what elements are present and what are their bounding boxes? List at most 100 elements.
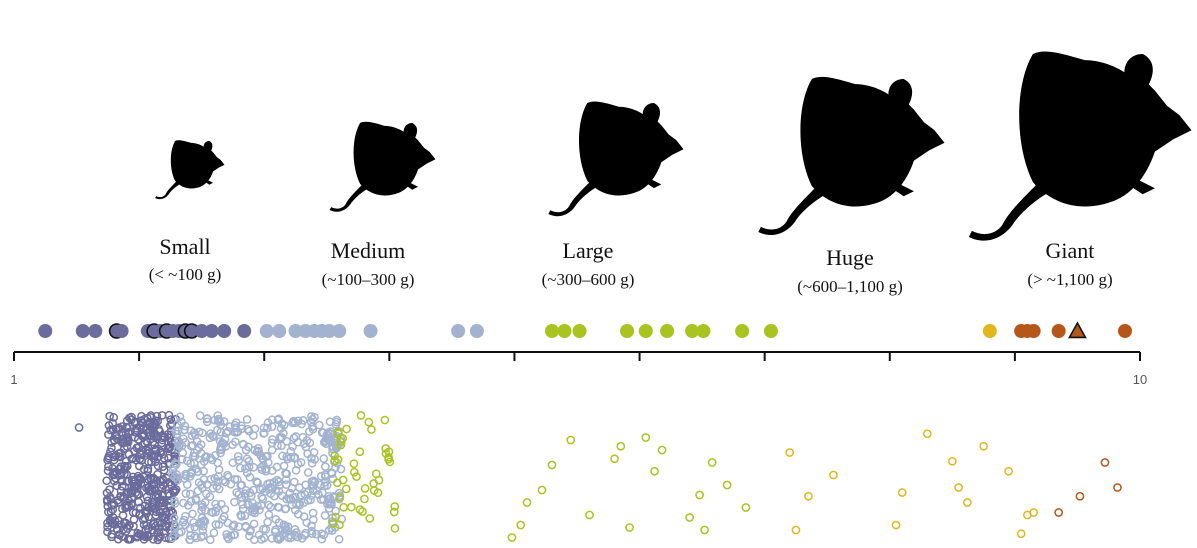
top-point (1026, 324, 1041, 338)
bottom-point (168, 533, 177, 543)
top-point (88, 324, 103, 338)
bottom-point (181, 489, 191, 498)
bottom-point (307, 529, 317, 539)
bottom-point (186, 458, 195, 468)
bottom-point (1004, 466, 1013, 476)
bottom-point (110, 435, 119, 445)
bottom-point (325, 498, 335, 508)
bottom-point (537, 485, 547, 495)
bottom-point (650, 466, 659, 476)
bottom-point (163, 444, 173, 454)
bottom-point (189, 428, 199, 437)
bottom-point (291, 465, 301, 475)
bottom-point (307, 458, 317, 468)
top-point (685, 324, 700, 338)
bottom-point (153, 535, 163, 545)
bottom-point (216, 499, 226, 509)
bottom-point (139, 520, 149, 530)
bottom-point (169, 513, 179, 523)
bottom-point (290, 530, 300, 540)
bottom-point (170, 486, 180, 496)
bottom-point (151, 445, 161, 454)
bottom-point (522, 498, 532, 507)
bottom-point (209, 528, 219, 538)
bottom-point (274, 503, 284, 512)
bottom-point (355, 447, 365, 457)
bottom-point (244, 462, 254, 472)
bottom-point (205, 433, 215, 443)
top-point (194, 324, 209, 338)
bottom-point (346, 502, 356, 512)
bottom-point (167, 470, 177, 480)
bottom-point (341, 484, 351, 494)
bottom-point (170, 499, 180, 508)
bottom-point (179, 498, 188, 508)
rat-silhouettes (155, 51, 1192, 241)
bottom-point (141, 445, 151, 455)
top-point (363, 324, 378, 338)
bottom-point (214, 520, 224, 529)
top-point (557, 324, 572, 338)
bottom-point (360, 484, 370, 493)
bottom-point (641, 433, 651, 442)
bottom-point (267, 445, 277, 455)
top-point (237, 324, 252, 338)
bottom-point (829, 470, 838, 480)
bottom-point (133, 484, 142, 493)
bottom-point (241, 522, 251, 532)
bottom-point (257, 465, 267, 475)
bottom-point (314, 490, 323, 500)
top-point (572, 324, 587, 338)
bottom-point (891, 520, 901, 530)
bottom-point (228, 521, 238, 531)
bottom-point (334, 534, 344, 544)
category-name-medium: Medium (331, 238, 406, 263)
top-point (620, 324, 635, 338)
bottom-point (170, 472, 179, 482)
bottom-point (140, 501, 150, 511)
bottom-point (256, 501, 266, 510)
bottom-point (306, 495, 315, 505)
bottom-point (355, 505, 365, 514)
bottom-point (610, 454, 619, 464)
bottom-point (364, 417, 374, 427)
bottom-point (153, 518, 162, 528)
bottom-point (249, 519, 259, 529)
bottom-point (239, 440, 248, 449)
bottom-point (303, 468, 313, 477)
bottom-point (126, 415, 136, 425)
bottom-point (308, 414, 317, 424)
bottom-point (263, 451, 272, 461)
bottom-point (253, 478, 262, 488)
bottom-point (274, 477, 284, 487)
bottom-point (108, 463, 117, 473)
bottom-point (187, 467, 197, 477)
bottom-point (276, 423, 286, 433)
bottom-point (295, 499, 305, 509)
bottom-point (104, 421, 114, 430)
bottom-point (897, 488, 907, 497)
bottom-point (209, 432, 218, 442)
bottom-point (317, 534, 327, 544)
bottom-point (234, 490, 244, 499)
bottom-point (118, 511, 128, 520)
bottom-point (242, 454, 252, 464)
bottom-point (323, 428, 333, 437)
bottom-point (134, 473, 144, 483)
top-series-points (38, 321, 1132, 339)
bottom-point (271, 515, 281, 524)
bottom-point (320, 511, 330, 520)
top-point (1051, 324, 1066, 338)
bottom-point (302, 518, 312, 527)
bottom-point (152, 411, 162, 421)
top-point (638, 324, 653, 338)
rat-silhouette-medium (329, 121, 436, 212)
bottom-point (507, 533, 517, 542)
bottom-point (189, 518, 199, 527)
bottom-point (280, 522, 290, 532)
bottom-point (342, 424, 351, 434)
bottom-point (129, 515, 139, 524)
bottom-point (104, 462, 113, 471)
bottom-point (585, 510, 594, 520)
